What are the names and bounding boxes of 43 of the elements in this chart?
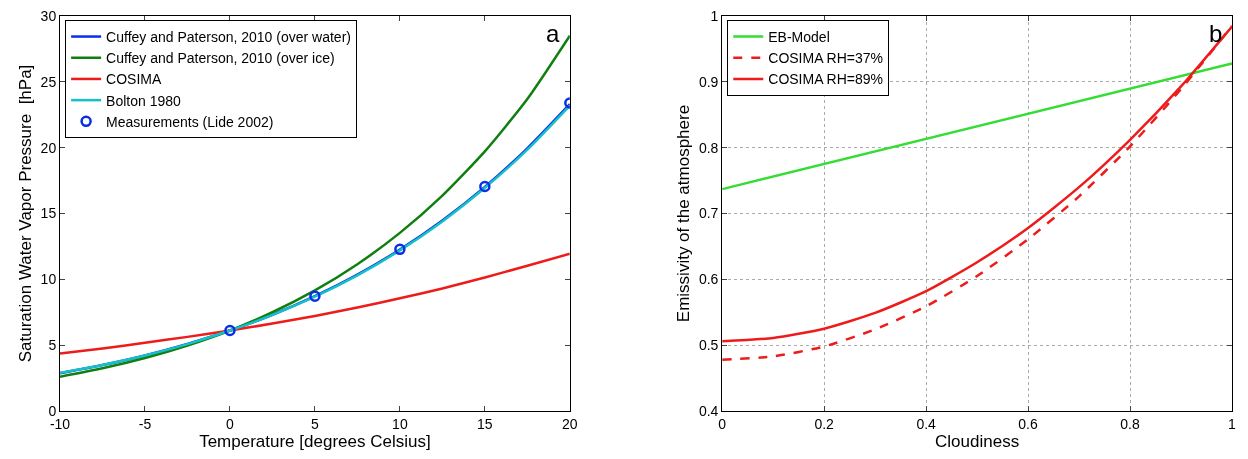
x-tick-label: 0.6	[1018, 415, 1039, 432]
x-tick-label: 5	[311, 415, 320, 432]
legend-label: Measurements (Lide 2002)	[106, 113, 274, 130]
y-tick-label: 15	[40, 205, 57, 222]
y-tick-label: 10	[40, 271, 57, 288]
y-tick-label: 0.9	[698, 73, 719, 90]
annotation: a	[546, 20, 560, 47]
legend-label: COSIMA RH=37%	[768, 50, 884, 67]
legend-label: Cuffey and Paterson, 2010 (over ice)	[106, 50, 335, 67]
point	[309, 290, 321, 302]
x-tick-label: 0.2	[814, 415, 835, 432]
y-tick-label: 20	[40, 139, 57, 156]
annotation: b	[1209, 20, 1223, 47]
point	[479, 180, 491, 193]
y-tick-label: 30	[40, 7, 57, 24]
legend-label: COSIMA RH=89%	[768, 71, 884, 88]
y-tick-label: 0.8	[698, 139, 719, 156]
legend-label: Bolton 1980	[106, 92, 182, 109]
legend-label: Cuffey and Paterson, 2010 (over water)	[106, 29, 351, 46]
y-tick-label: 0.5	[698, 337, 719, 354]
y-axis-title: Emissivity of the atmosphere	[674, 104, 694, 323]
x-tick-label: -5	[138, 415, 152, 432]
y-tick-label: 0.4	[698, 402, 719, 419]
x-tick-label: 20	[562, 415, 578, 432]
y-tick-label: 0.7	[698, 205, 719, 222]
y-tick-label: 5	[48, 337, 57, 354]
y-tick-label: 0.6	[698, 271, 719, 288]
x-tick-label: 0.4	[916, 415, 937, 432]
line-series	[60, 252, 570, 355]
x-tick-label: 0.8	[1120, 415, 1140, 432]
x-tick-label: 15	[477, 415, 493, 432]
legend-label: COSIMA	[106, 71, 162, 88]
x-axis-title: Temperature [degrees Celsius]	[199, 432, 431, 452]
y-axis-title: Saturation Water Vapor Pressure [hPa]	[16, 64, 36, 363]
legend-label: EB-Model	[768, 29, 830, 46]
point	[394, 243, 406, 256]
y-tick-label: 25	[40, 73, 57, 90]
x-tick-label: 1	[1228, 415, 1237, 432]
x-tick-label: 0	[226, 415, 235, 432]
point	[224, 324, 236, 337]
x-tick-label: 10	[392, 415, 408, 432]
y-tick-label: 1	[710, 7, 719, 24]
x-axis-title: Cloudiness	[935, 432, 1020, 452]
